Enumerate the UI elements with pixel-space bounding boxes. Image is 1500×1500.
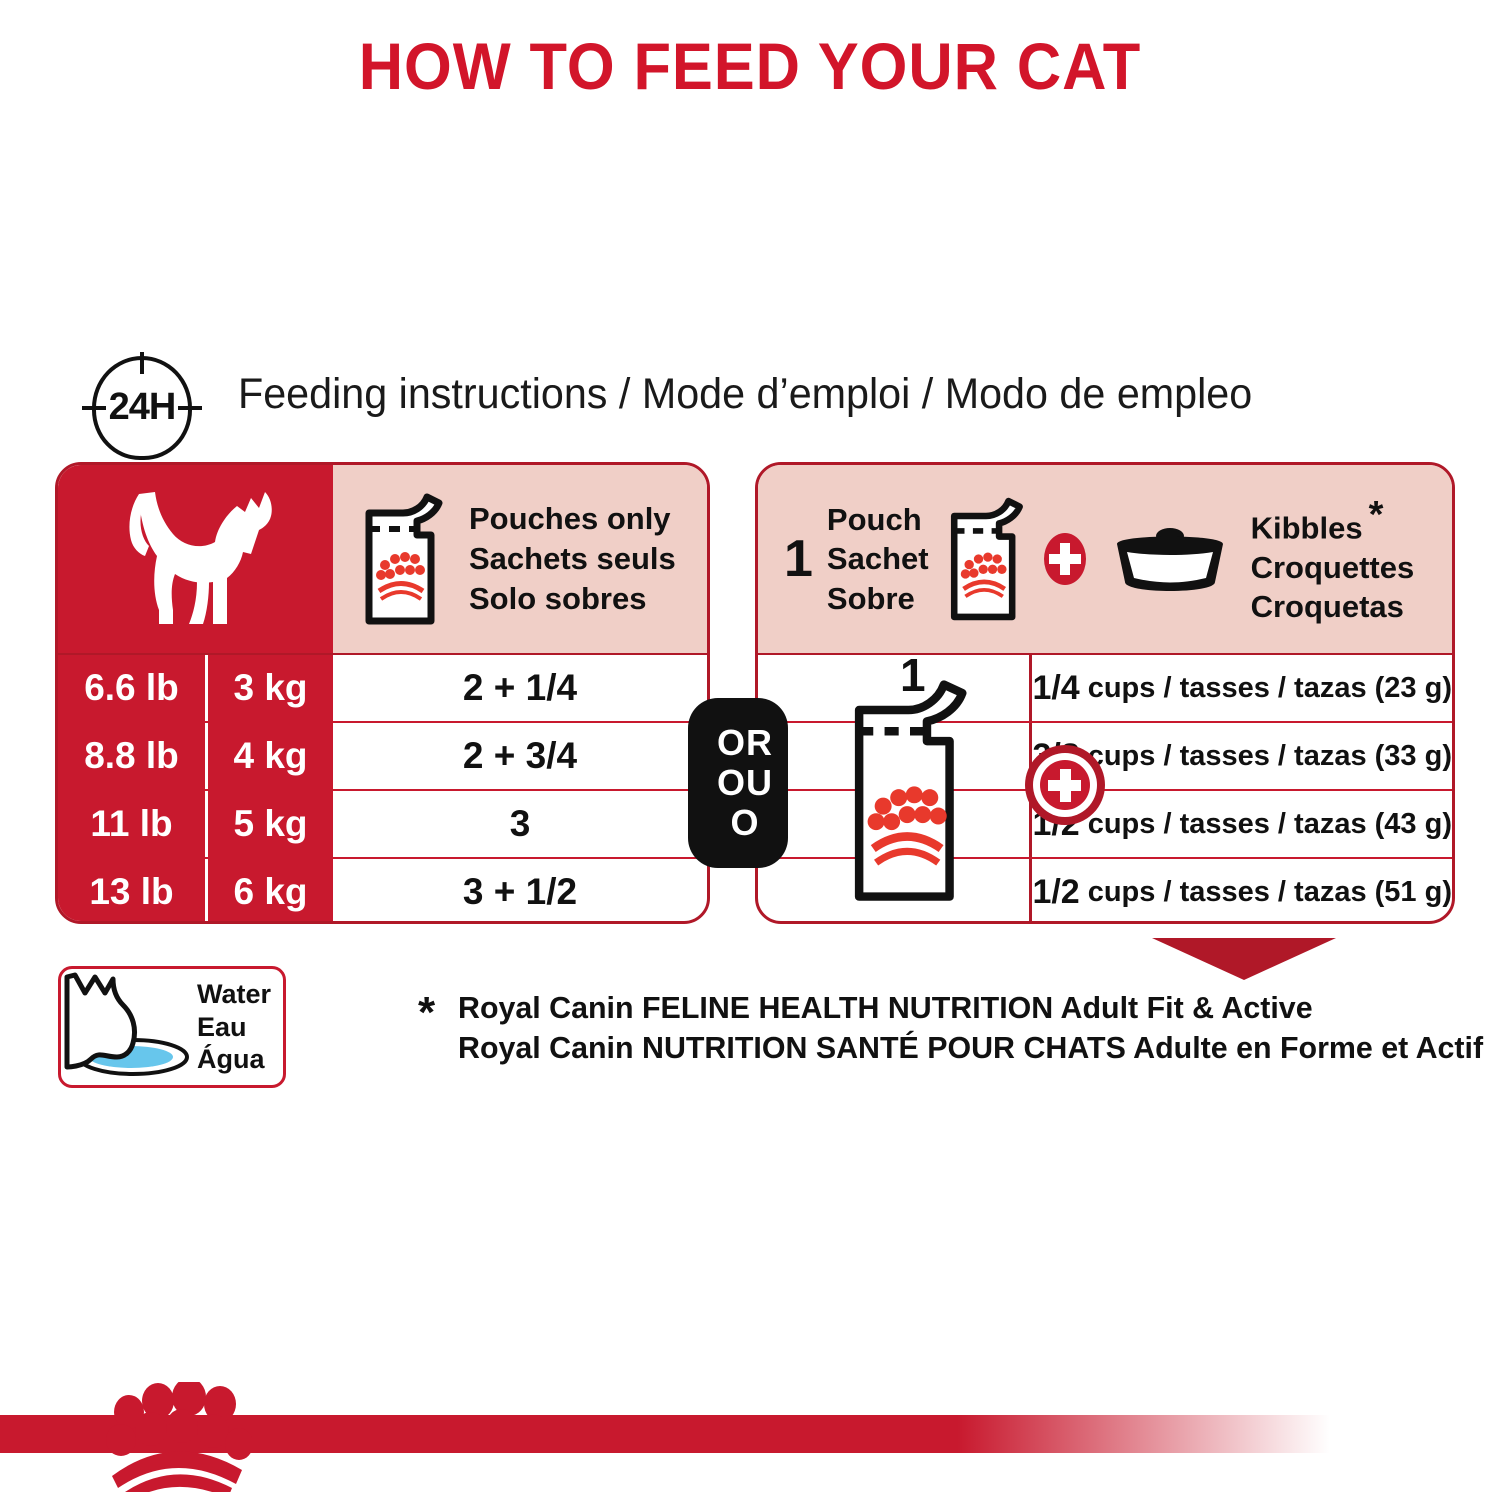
table-row: 13 lb 6 kg 3 + 1/2: [58, 857, 707, 921]
mixed-feeding-header-band: 1 Pouch Sachet Sobre: [758, 465, 1452, 653]
table-row: 6.6 lb 3 kg 2 + 1/4: [58, 653, 707, 721]
feeding-instructions-text: Feeding instructions / Mode d’emploi / M…: [238, 370, 1253, 418]
big-pouch-icon: [845, 672, 975, 912]
plus-circle-icon: [1022, 742, 1108, 828]
weight-kg: 5 kg: [208, 791, 333, 857]
feeding-instructions-header: 24H Feeding instructions / Mode d’emploi…: [70, 352, 1450, 464]
weight-kg: 4 kg: [208, 723, 333, 789]
table-row: 1/2 cups / tasses / tazas (51 g): [758, 857, 1452, 921]
pouch-label-en: Pouch: [826, 502, 922, 538]
footnote-marker: *: [418, 988, 436, 1037]
kibble-label-fr: Croquettes: [1250, 549, 1415, 585]
pouch-icon: [950, 497, 1023, 621]
weight-kg: 6 kg: [208, 859, 333, 921]
kibble-amount: 1/4 cups / tasses / tazas (23 g): [1029, 655, 1452, 721]
footnote: * Royal Canin FELINE HEALTH NUTRITION Ad…: [418, 988, 1484, 1069]
pouch-amount: 3 + 1/2: [462, 871, 578, 912]
table-row: 3/8 cups / tasses / tazas (33 g): [758, 721, 1452, 789]
clock-24h-icon: 24H: [82, 352, 202, 460]
pouches-only-label-group: Pouches only Sachets seuls Solo sobres: [333, 465, 707, 653]
table-row: 1/4 cups / tasses / tazas (23 g): [758, 653, 1452, 721]
table-row: 11 lb 5 kg 3: [58, 789, 707, 857]
footnote-line-fr: Royal Canin NUTRITION SANTÉ POUR CHATS A…: [458, 1030, 1484, 1066]
pouches-label-es: Solo sobres: [469, 580, 647, 616]
kibble-units: cups / tasses / tazas (33 g): [1087, 739, 1452, 772]
kibble-amount: 1/2 cups / tasses / tazas (51 g): [1029, 859, 1452, 921]
right-table-rows: 1/4 cups / tasses / tazas (23 g) 3/8 cup…: [758, 653, 1452, 921]
pouches-label-en: Pouches only: [469, 501, 671, 537]
weight-lb: 11 lb: [58, 791, 208, 857]
or-label-es: O: [730, 802, 760, 844]
kibble-fraction: 1/4: [1032, 668, 1080, 707]
cat-silhouette-icon: [128, 492, 272, 624]
cat-silhouette-cell: [58, 465, 333, 653]
water-labels: Water Eau Água: [197, 978, 271, 1075]
pouch-count: 1: [784, 530, 813, 588]
pouch-icon: [365, 493, 443, 625]
kibble-label-es: Croquetas: [1250, 588, 1404, 624]
pouch-labels: Pouch Sachet Sobre: [827, 500, 929, 617]
cat-drinking-water-icon: [61, 971, 197, 1083]
big-pouch-count: 1: [900, 649, 926, 701]
plus-icon: [1043, 533, 1086, 585]
pouch-amount: 2 + 1/4: [462, 667, 578, 708]
pouches-only-table: Pouches only Sachets seuls Solo sobres 6…: [55, 462, 710, 924]
weight-kg: 3 kg: [208, 655, 333, 721]
water-label-fr: Eau: [197, 1011, 247, 1042]
clock-label: 24H: [108, 386, 177, 428]
pouches-only-header-band: Pouches only Sachets seuls Solo sobres: [58, 465, 707, 653]
page-title: HOW TO FEED YOUR CAT: [358, 29, 1142, 103]
pouch-amount: 3: [509, 803, 531, 844]
weight-lb: 6.6 lb: [58, 655, 208, 721]
royal-canin-logo: [96, 1382, 252, 1492]
kibble-amount: 1/2 cups / tasses / tazas (43 g): [1029, 791, 1452, 857]
kibble-label-en: Kibbles: [1250, 510, 1363, 546]
or-label-en: OR: [717, 721, 773, 763]
kibble-fraction: 1/2: [1032, 872, 1080, 911]
pouch-amount: 2 + 3/4: [462, 735, 578, 776]
kibble-asterisk: *: [1368, 494, 1384, 537]
pouch-label-es: Sobre: [826, 580, 915, 616]
water-label-es: Água: [197, 1044, 265, 1075]
left-table-rows: 6.6 lb 3 kg 2 + 1/4 8.8 lb 4 kg 2 + 3/4 …: [58, 653, 707, 921]
kibble-units: cups / tasses / tazas (51 g): [1087, 875, 1452, 908]
water-label-en: Water: [197, 979, 272, 1010]
table-row: 1/2 cups / tasses / tazas (43 g): [758, 789, 1452, 857]
kibble-units: cups / tasses / tazas (43 g): [1087, 807, 1452, 840]
or-badge: OR OU O: [688, 698, 788, 868]
kibble-labels: Kibbles * Croquettes Croquetas: [1251, 492, 1415, 625]
pouch-plus-kibbles-table: 1 Pouch Sachet Sobre: [755, 462, 1455, 924]
water-box: Water Eau Água: [58, 966, 286, 1088]
kibble-bowl-icon: [1116, 528, 1223, 591]
pouches-only-labels: Pouches only Sachets seuls Solo sobres: [469, 499, 676, 618]
table-row: 8.8 lb 4 kg 2 + 3/4: [58, 721, 707, 789]
or-label-fr: OU: [717, 761, 773, 803]
pouch-label-fr: Sachet: [826, 541, 929, 577]
kibble-units: cups / tasses / tazas (23 g): [1087, 671, 1452, 704]
down-arrow-icon: [1152, 938, 1336, 980]
pouches-label-fr: Sachets seuls: [469, 541, 676, 577]
footnote-line-en: Royal Canin FELINE HEALTH NUTRITION Adul…: [458, 990, 1313, 1025]
weight-lb: 13 lb: [58, 859, 208, 921]
weight-lb: 8.8 lb: [58, 723, 208, 789]
kibble-amount: 3/8 cups / tasses / tazas (33 g): [1029, 723, 1452, 789]
